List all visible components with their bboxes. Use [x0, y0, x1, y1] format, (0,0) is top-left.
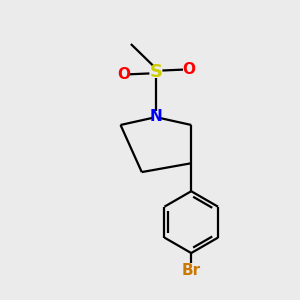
Text: O: O	[117, 68, 130, 82]
Text: S: S	[149, 63, 162, 81]
Text: N: N	[149, 109, 162, 124]
Text: Br: Br	[182, 263, 201, 278]
Text: O: O	[182, 61, 195, 76]
